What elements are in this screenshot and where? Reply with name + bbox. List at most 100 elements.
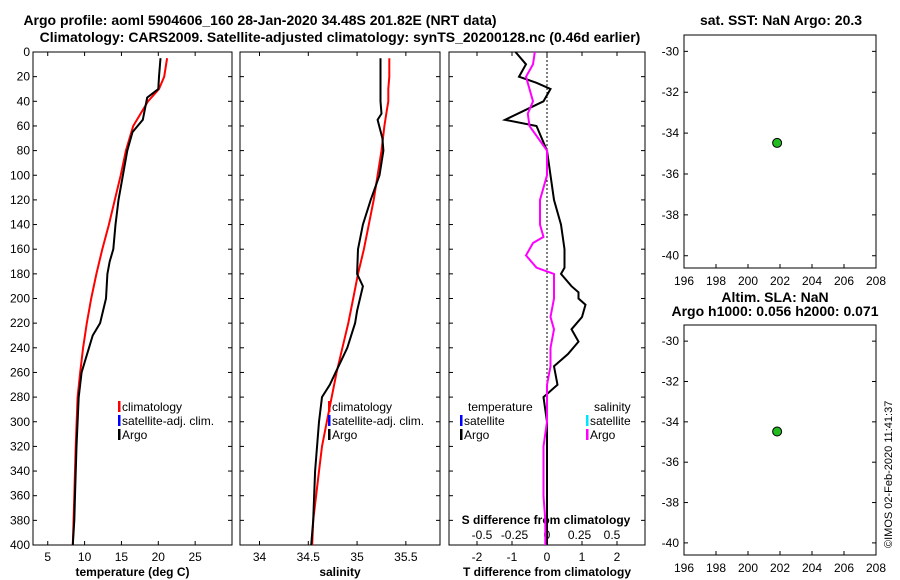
- y-tick-label: -36: [662, 167, 680, 181]
- x-tick-label: -2: [472, 550, 483, 564]
- y-tick-label: -32: [662, 374, 680, 388]
- x-tick-label: 208: [866, 561, 886, 575]
- temperature-xlabel: temperature (deg C): [75, 565, 189, 579]
- x-tick-label: 15: [115, 550, 129, 564]
- x-tick-label: 196: [674, 274, 694, 288]
- x-tick-label: 202: [770, 561, 790, 575]
- y-tick-label: 100: [10, 168, 30, 182]
- legend-argo: Argo: [122, 428, 148, 442]
- x-tick-label: 204: [802, 274, 822, 288]
- legend-argo: Argo: [332, 428, 358, 442]
- legend-satellite-swatch: [328, 415, 331, 426]
- legend-s-satellite-swatch: [586, 415, 589, 426]
- sst-map-title: sat. SST: NaN Argo: 20.3: [700, 12, 862, 28]
- legend-climatology-swatch: [328, 401, 331, 412]
- s-difference-tick: 0.5: [604, 528, 621, 542]
- x-tick-label: 10: [78, 550, 92, 564]
- legend-climatology: climatology: [332, 400, 392, 414]
- y-tick-label: 160: [10, 242, 30, 256]
- x-tick-label: 34.5: [297, 550, 321, 564]
- argo-location-marker: [772, 137, 783, 148]
- sla-map-title: Altim. SLA: NaN: [721, 289, 828, 305]
- legend-argo-swatch: [328, 429, 331, 440]
- x-tick-label: 1: [579, 550, 586, 564]
- y-tick-label: 40: [17, 94, 31, 108]
- legend-s-argo-swatch: [586, 429, 589, 440]
- y-tick-label: 380: [10, 513, 30, 527]
- y-tick-label: 320: [10, 439, 30, 453]
- y-tick-label: 140: [10, 218, 30, 232]
- y-tick-label: 120: [10, 193, 30, 207]
- legend-temperature-title: temperature: [468, 400, 533, 414]
- y-tick-label: 360: [10, 489, 30, 503]
- legend-t-satellite: satellite: [464, 414, 505, 428]
- temperature-series-1: [71, 58, 162, 546]
- x-tick-label: 206: [834, 561, 854, 575]
- x-tick-label: 200: [738, 561, 758, 575]
- y-tick-label: -30: [662, 44, 680, 58]
- x-tick-label: -1: [507, 550, 518, 564]
- s-difference-tick: 0.25: [568, 528, 592, 542]
- legend-climatology: climatology: [122, 400, 182, 414]
- y-tick-label: 340: [10, 464, 30, 478]
- x-tick-label: 2: [614, 550, 621, 564]
- s-difference-tick: -0.5: [472, 528, 493, 542]
- sla-map-subtitle: Argo h1000: 0.056 h2000: 0.071: [671, 303, 878, 319]
- x-tick-label: 34: [253, 550, 267, 564]
- legend-salinity-title: salinity: [594, 400, 631, 414]
- legend-t-satellite-swatch: [460, 415, 463, 426]
- y-tick-label: -30: [662, 334, 680, 348]
- legend-s-argo: Argo: [590, 428, 616, 442]
- legend-t-argo: Argo: [464, 428, 490, 442]
- y-tick-label: -34: [662, 126, 680, 140]
- y-tick-label: 20: [17, 70, 31, 84]
- legend-t-argo-swatch: [460, 429, 463, 440]
- x-tick-label: 20: [152, 550, 166, 564]
- y-tick-label: 200: [10, 292, 30, 306]
- salinity-series-0: [311, 58, 391, 546]
- legend-argo-swatch: [118, 429, 121, 440]
- y-tick-label: 240: [10, 341, 30, 355]
- x-tick-label: 200: [738, 274, 758, 288]
- legend-s-satellite: satellite: [590, 414, 631, 428]
- y-tick-label: 300: [10, 415, 30, 429]
- y-tick-label: -32: [662, 85, 680, 99]
- y-tick-label: 400: [10, 538, 30, 552]
- x-tick-label: 5: [44, 550, 51, 564]
- y-tick-label: -40: [662, 249, 680, 263]
- y-tick-label: -40: [662, 536, 680, 550]
- sla_map-frame: [683, 324, 877, 556]
- y-tick-label: -38: [662, 496, 680, 510]
- x-tick-label: 208: [866, 274, 886, 288]
- y-tick-label: 280: [10, 390, 30, 404]
- y-tick-label: 60: [17, 119, 31, 133]
- x-tick-label: 25: [188, 550, 202, 564]
- y-tick-label: 260: [10, 365, 30, 379]
- x-tick-label: 198: [706, 561, 726, 575]
- y-tick-label: -36: [662, 455, 680, 469]
- y-tick-label: -38: [662, 208, 680, 222]
- salinity-series-1: [310, 58, 385, 546]
- plots-layer: 0204060801001201401601802002202402602803…: [10, 34, 886, 579]
- x-tick-label: 206: [834, 274, 854, 288]
- y-tick-label: -34: [662, 415, 680, 429]
- argo-location-marker: [772, 426, 783, 437]
- header-line1: Argo profile: aoml 5904606_160 28-Jan-20…: [23, 12, 496, 28]
- x-tick-label: 204: [802, 561, 822, 575]
- y-tick-label: 180: [10, 267, 30, 281]
- s-difference-tick: -0.25: [501, 528, 529, 542]
- salinity-xlabel: salinity: [319, 565, 361, 579]
- y-tick-label: 0: [23, 45, 30, 59]
- legend-satellite: satellite-adj. clim.: [332, 414, 424, 428]
- salinity-frame: [239, 51, 441, 546]
- legend-climatology-swatch: [118, 401, 121, 412]
- y-tick-label: 80: [17, 144, 31, 158]
- x-tick-label: 196: [674, 561, 694, 575]
- difference-series-0: [501, 51, 587, 545]
- timestamp: ©IMOS 02-Feb-2020 11:41:37: [883, 401, 895, 548]
- x-tick-label: 35: [350, 550, 364, 564]
- x-tick-label: 0: [544, 550, 551, 564]
- temperature-series-0: [71, 58, 169, 546]
- x-tick-label: 198: [706, 274, 726, 288]
